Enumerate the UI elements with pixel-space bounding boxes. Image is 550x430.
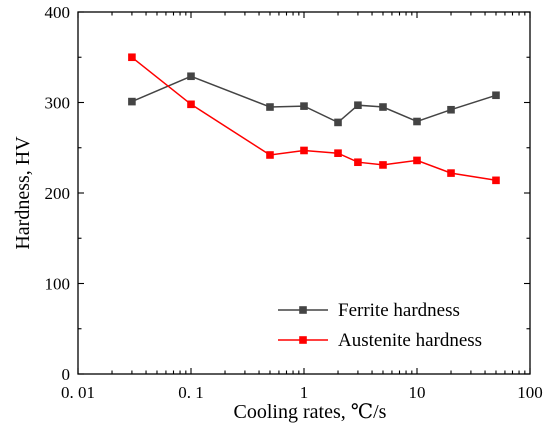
- data-point: [128, 97, 136, 106]
- legend-label: Ferrite hardness: [338, 300, 460, 321]
- x-tick-label: 1: [300, 383, 309, 402]
- legend-marker: [299, 336, 307, 344]
- legend-item-austenite: Austenite hardness: [278, 330, 482, 351]
- data-point: [413, 156, 421, 165]
- x-tick-label: 0. 1: [178, 383, 204, 402]
- x-tick-label: 10: [409, 383, 426, 402]
- y-tick-label: 200: [45, 184, 71, 203]
- data-point: [266, 151, 274, 159]
- data-point: [128, 53, 136, 62]
- data-point: [447, 169, 455, 177]
- x-axis-title: Cooling rates, ℃/s: [234, 401, 387, 423]
- data-point: [300, 102, 308, 110]
- series-ferrite: [128, 72, 500, 127]
- plot-frame: [77, 11, 531, 375]
- y-tick-label: 300: [45, 94, 71, 113]
- y-axis-title: Hardness, HV: [12, 136, 34, 250]
- x-tick-label: 100: [517, 383, 543, 402]
- data-point: [266, 103, 274, 111]
- y-tick-label: 0: [62, 365, 71, 384]
- series-austenite: [128, 53, 500, 185]
- data-point: [300, 146, 308, 155]
- data-point: [334, 149, 342, 157]
- legend-item-ferrite: Ferrite hardness: [278, 300, 460, 321]
- legend: Ferrite hardness Austenite hardness: [278, 300, 482, 351]
- data-point: [334, 118, 342, 127]
- series-line: [131, 56, 497, 182]
- data-point: [379, 161, 387, 169]
- data-point: [354, 101, 362, 110]
- x-tick-label: 0. 01: [61, 383, 95, 402]
- data-point: [492, 91, 500, 100]
- y-tick-label: 100: [45, 275, 71, 294]
- data-point: [354, 158, 362, 167]
- legend-marker: [299, 306, 307, 314]
- data-point: [413, 117, 421, 126]
- data-point: [379, 103, 387, 111]
- y-tick-label: 400: [45, 3, 71, 22]
- series-line: [131, 75, 497, 124]
- legend-label: Austenite hardness: [338, 330, 482, 351]
- axes: 0 100 200 300 400 0. 01 0. 1 1 10 100 Cooling rate…: [12, 3, 543, 423]
- plot-area: [128, 53, 500, 185]
- data-point: [187, 100, 195, 109]
- data-point: [492, 176, 500, 185]
- data-point: [447, 105, 455, 114]
- data-point: [187, 72, 195, 81]
